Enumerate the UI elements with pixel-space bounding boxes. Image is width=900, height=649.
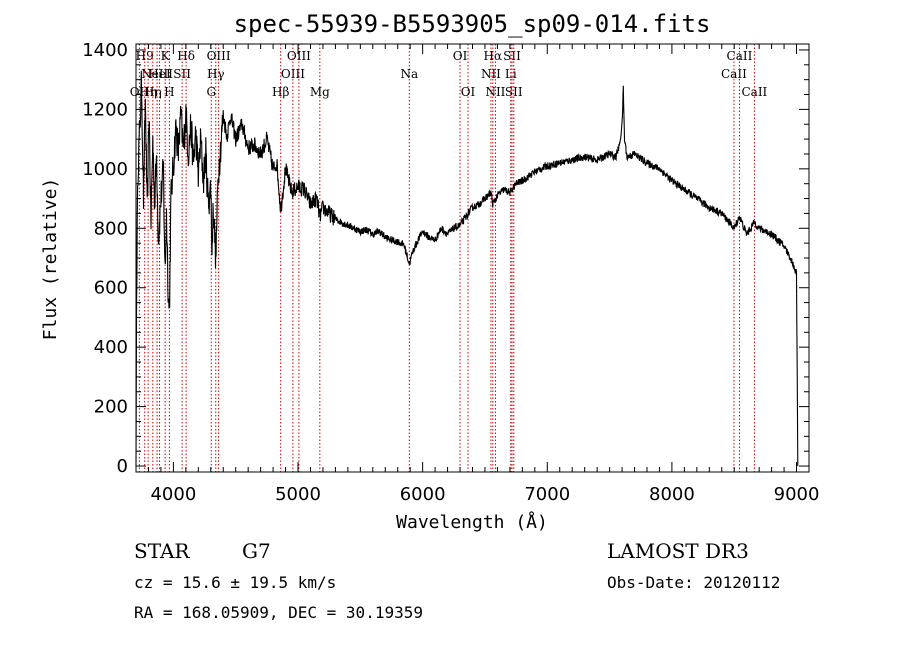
object-subclass: G7: [242, 539, 271, 563]
spectral-line-label: OIII: [281, 67, 305, 81]
spectral-line-label: NII: [481, 67, 501, 81]
spectral-line-label: OI: [461, 85, 476, 99]
x-tick-label: 8000: [649, 484, 695, 505]
spectral-line-label: Na: [400, 67, 418, 81]
x-axis-label: Wavelength (Å): [396, 511, 548, 533]
object-class: STAR: [134, 539, 190, 563]
spectral-line-label: Hγ: [207, 67, 225, 81]
spectral-line-label: OIII: [287, 49, 311, 63]
y-tick-label: 800: [94, 218, 128, 239]
spectral-line-label: Hα: [484, 49, 503, 63]
y-tick-label: 1200: [82, 99, 128, 120]
x-tick-label: 7000: [524, 484, 570, 505]
spectral-line-label: G: [206, 85, 216, 99]
spectral-line-label: NII: [485, 85, 505, 99]
spectral-line-label: NeIII: [141, 67, 173, 81]
plot-frame: [135, 43, 810, 473]
x-tick-label: 9000: [774, 484, 820, 505]
spectral-line-label: H9: [136, 49, 154, 63]
y-tick-label: 600: [94, 278, 128, 299]
spectral-line-label: HeI: [148, 67, 171, 81]
y-tick-label: 1000: [82, 159, 128, 180]
spectral-line-label: Hη: [139, 85, 157, 99]
spectral-line-label: Li: [505, 67, 517, 81]
spectral-line-label: Hδ: [177, 49, 195, 63]
y-tick-label: 200: [94, 397, 128, 418]
y-axis-label: Flux (relative): [40, 178, 61, 341]
y-tick-label: 0: [117, 456, 128, 477]
spectral-line-label: SII: [505, 85, 523, 99]
x-tick-label: 5000: [275, 484, 321, 505]
spectral-line-label: K: [161, 49, 171, 63]
spectral-line-label: SII: [503, 49, 521, 63]
spectral-line-label: CaII: [727, 49, 753, 63]
spectral-line-label: OII: [130, 85, 150, 99]
spectral-line-label: CaII: [741, 85, 767, 99]
spectral-line-label: H: [164, 85, 174, 99]
spectral-line-label: OIII: [207, 49, 231, 63]
survey-name: LAMOST DR3: [607, 539, 749, 563]
observation-date: Obs-Date: 20120112: [607, 573, 780, 592]
x-tick-label: 4000: [150, 484, 196, 505]
flux-line: [135, 70, 799, 467]
y-tick-label: 1400: [82, 40, 128, 61]
x-tick-label: 6000: [400, 484, 446, 505]
spectral-line-label: CaII: [721, 67, 747, 81]
redshift-value: cz = 15.6 ± 19.5 km/s: [134, 573, 336, 592]
spectrum-series: [135, 70, 799, 467]
chart-title: spec-55939-B5593905_sp09-014.fits: [234, 10, 711, 38]
y-tick-label: 400: [94, 337, 128, 358]
spectral-line-label: Hβ: [272, 85, 289, 99]
spectral-line-label: Hη: [144, 85, 162, 99]
spectral-line-label: OI: [453, 49, 468, 63]
spectral-line-label: SII: [173, 67, 191, 81]
axes: 4000 5000 6000 7000 8000 9000 0 200 400 600 800 100…: [82, 40, 819, 505]
spectral-line-label: Mg: [310, 85, 330, 99]
coordinates: RA = 168.05909, DEC = 30.19359: [134, 603, 423, 622]
